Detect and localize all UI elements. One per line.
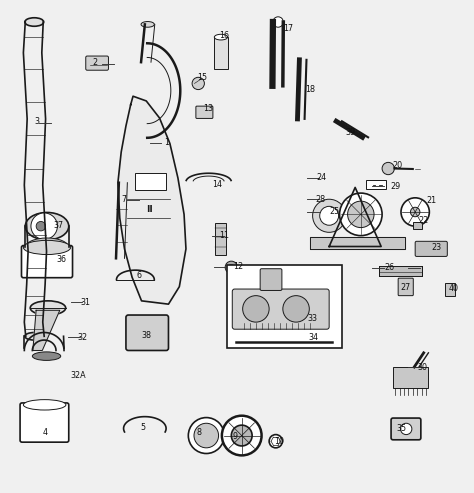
FancyBboxPatch shape [415, 241, 447, 256]
FancyBboxPatch shape [391, 418, 421, 440]
FancyBboxPatch shape [398, 278, 413, 296]
Text: 18: 18 [306, 85, 316, 94]
Text: 32: 32 [78, 333, 88, 342]
Ellipse shape [23, 400, 66, 410]
FancyBboxPatch shape [232, 289, 329, 329]
Ellipse shape [25, 238, 69, 257]
Bar [379, 266, 422, 276]
Text: 3: 3 [35, 117, 40, 126]
Circle shape [225, 261, 237, 274]
Polygon shape [118, 96, 186, 304]
Text: 4: 4 [42, 428, 47, 437]
Circle shape [347, 201, 374, 228]
Circle shape [269, 435, 283, 448]
Text: 32A: 32A [71, 371, 86, 380]
Text: 14: 14 [212, 179, 222, 189]
Text: II: II [146, 205, 153, 214]
Circle shape [401, 198, 429, 226]
Text: 13: 13 [203, 104, 213, 112]
Text: 23: 23 [432, 243, 442, 252]
Circle shape [192, 77, 204, 90]
Text: 34: 34 [309, 333, 319, 342]
Text: 6: 6 [137, 271, 141, 281]
Bar [214, 37, 228, 70]
Text: 9: 9 [232, 432, 237, 441]
Circle shape [31, 213, 57, 240]
Text: 12: 12 [233, 262, 243, 271]
Ellipse shape [25, 18, 44, 26]
Text: 2: 2 [93, 58, 98, 67]
Circle shape [194, 423, 219, 448]
FancyBboxPatch shape [126, 315, 168, 351]
Bar [227, 265, 342, 348]
Ellipse shape [25, 332, 44, 340]
Bar [215, 223, 226, 255]
Circle shape [319, 207, 338, 225]
Ellipse shape [214, 35, 228, 40]
Text: 24: 24 [317, 174, 327, 182]
Text: 16: 16 [219, 31, 229, 40]
FancyBboxPatch shape [86, 56, 109, 70]
Circle shape [401, 423, 412, 435]
Bar [445, 283, 456, 296]
Text: 27: 27 [400, 283, 410, 292]
Bar [413, 222, 422, 229]
Ellipse shape [32, 352, 61, 360]
Bar [366, 180, 386, 189]
Text: 30: 30 [418, 362, 428, 372]
Text: 37: 37 [54, 221, 64, 230]
Polygon shape [310, 237, 405, 249]
Circle shape [283, 296, 310, 322]
Text: 22: 22 [418, 216, 428, 225]
Circle shape [273, 17, 283, 27]
Bar [136, 173, 166, 190]
Ellipse shape [30, 301, 66, 315]
Circle shape [228, 264, 234, 270]
Text: 8: 8 [197, 428, 202, 437]
Text: 40: 40 [449, 283, 459, 292]
Text: 31: 31 [80, 298, 90, 307]
Text: 21: 21 [426, 196, 436, 205]
Text: 20: 20 [392, 161, 402, 170]
Circle shape [339, 193, 382, 236]
Text: 29: 29 [391, 182, 401, 191]
Ellipse shape [25, 212, 69, 240]
FancyBboxPatch shape [196, 106, 213, 118]
Text: 35: 35 [397, 424, 407, 433]
Text: 17: 17 [283, 24, 293, 33]
Text: 5: 5 [140, 423, 145, 431]
Circle shape [222, 416, 262, 456]
Text: 11: 11 [219, 231, 229, 240]
FancyBboxPatch shape [20, 403, 69, 442]
Circle shape [231, 425, 252, 446]
Text: 28: 28 [316, 195, 326, 204]
Text: 10: 10 [274, 437, 284, 446]
Text: 26: 26 [384, 263, 394, 272]
Text: 7: 7 [121, 195, 127, 204]
Ellipse shape [23, 241, 71, 254]
Circle shape [188, 418, 224, 454]
FancyBboxPatch shape [260, 269, 282, 290]
Bar [393, 367, 428, 388]
Ellipse shape [141, 22, 155, 27]
Text: 39: 39 [346, 128, 356, 137]
Circle shape [36, 221, 46, 231]
Text: 15: 15 [197, 73, 207, 82]
Circle shape [243, 296, 269, 322]
Polygon shape [33, 310, 60, 351]
Circle shape [382, 162, 394, 175]
Circle shape [410, 207, 420, 217]
Text: 38: 38 [142, 331, 152, 340]
Text: 25: 25 [329, 208, 339, 216]
FancyBboxPatch shape [21, 246, 73, 278]
Text: 33: 33 [307, 315, 317, 323]
Text: 36: 36 [56, 255, 66, 264]
Text: 1: 1 [164, 138, 169, 147]
Circle shape [313, 199, 346, 232]
